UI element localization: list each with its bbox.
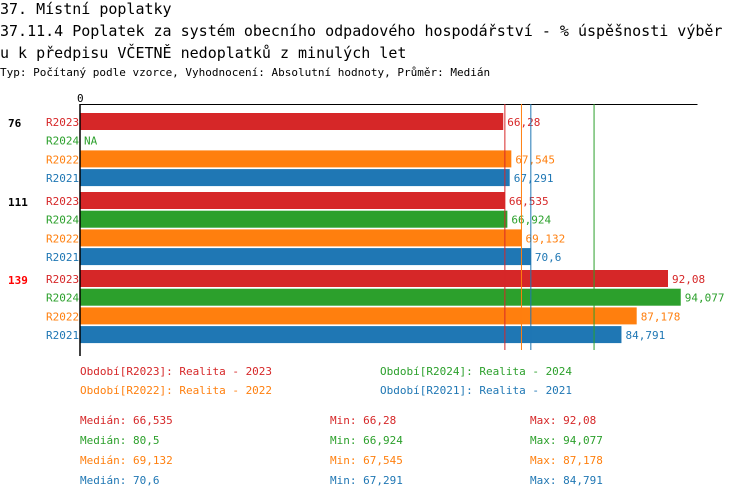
data-label: 94,077	[685, 292, 725, 305]
series-label: R2021	[46, 172, 79, 185]
group-label: 139	[8, 274, 28, 287]
stat-max: Max: 94,077	[530, 434, 603, 447]
bar	[80, 307, 637, 325]
group-label: 76	[8, 117, 22, 130]
chart-title-cont: u k předpisu VČETNĚ nedoplatků z minulýc…	[0, 44, 407, 62]
data-label: 92,08	[672, 273, 705, 286]
stat-median: Medián: 66,535	[80, 414, 173, 427]
series-label: R2021	[46, 251, 79, 264]
data-label: 66,28	[507, 116, 540, 129]
stat-median: Medián: 70,6	[80, 474, 160, 487]
legend-item: Období[R2024]: Realita - 2024	[380, 365, 573, 378]
bar-chart: 0 76 R2023 66,28 R2024 NA R2022 67,545 R2021 67,2…	[8, 92, 725, 356]
series-label: R2023	[46, 195, 79, 208]
legend-item: Období[R2021]: Realita - 2021	[380, 384, 573, 397]
data-label: 66,924	[511, 214, 551, 227]
section-title: 37. Místní poplatky	[0, 0, 172, 18]
data-label: 70,6	[535, 251, 562, 264]
data-label: 69,132	[525, 232, 565, 245]
series-label: R2024	[46, 214, 79, 227]
data-label: 87,178	[641, 310, 681, 323]
series-label: R2023	[46, 116, 79, 129]
stat-min: Min: 66,924	[330, 434, 403, 447]
stat-max: Max: 87,178	[530, 454, 603, 467]
bar	[80, 113, 504, 130]
series-label: R2022	[46, 310, 79, 323]
stat-median: Medián: 69,132	[80, 454, 173, 467]
bar	[80, 326, 622, 344]
legend-item: Období[R2022]: Realita - 2022	[80, 384, 273, 397]
bar	[80, 169, 510, 187]
data-label: 67,545	[515, 153, 555, 166]
bar	[80, 229, 522, 247]
x-tick-label: 0	[77, 92, 84, 105]
chart-subtitle: Typ: Počítaný podle vzorce, Vyhodnocení:…	[0, 66, 491, 79]
series-label: R2024	[46, 292, 79, 305]
bar	[80, 248, 531, 266]
chart-title: 37.11.4 Poplatek za systém obecního odpa…	[0, 22, 723, 40]
legend-item: Období[R2023]: Realita - 2023	[80, 365, 273, 378]
data-label: 66,535	[509, 195, 549, 208]
series-label: R2023	[46, 273, 79, 286]
data-label: 67,291	[514, 172, 554, 185]
bar	[80, 150, 512, 168]
series-label: R2022	[46, 232, 79, 245]
stat-min: Min: 66,28	[330, 414, 397, 427]
data-label: 84,791	[625, 329, 665, 342]
stat-max: Max: 92,08	[530, 414, 597, 427]
stat-min: Min: 67,545	[330, 454, 403, 467]
stat-max: Max: 84,791	[530, 474, 603, 487]
stat-median: Medián: 80,5	[80, 434, 160, 447]
group-label: 111	[8, 196, 28, 209]
data-label: NA	[84, 135, 98, 148]
series-label: R2022	[46, 153, 79, 166]
bar	[80, 288, 681, 306]
stat-min: Min: 67,291	[330, 474, 403, 487]
series-label: R2021	[46, 329, 79, 342]
bar	[80, 192, 505, 209]
series-label: R2024	[46, 135, 79, 148]
bar	[80, 210, 508, 228]
bar	[80, 270, 668, 287]
